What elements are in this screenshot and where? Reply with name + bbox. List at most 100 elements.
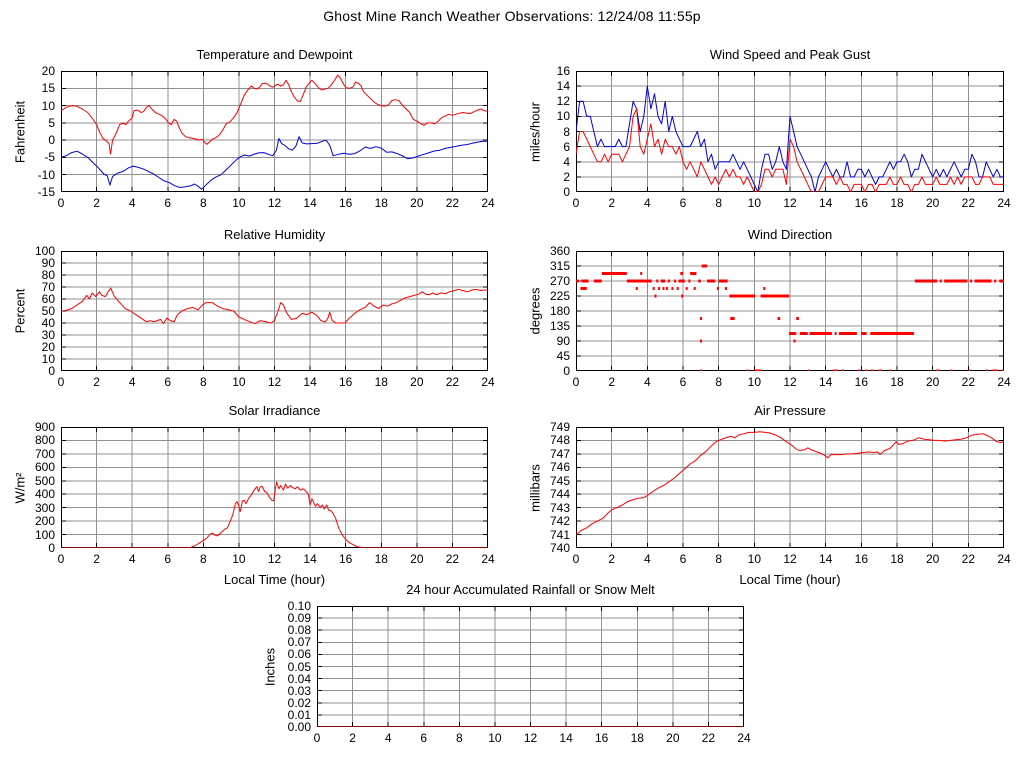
chart-temperature-dewpoint: Temperature and Dewpoint Fahrenheit 20 15… bbox=[13, 47, 495, 210]
plot-area bbox=[575, 70, 1005, 193]
plot-canvas bbox=[575, 426, 1005, 549]
chart-wind-speed-gust: Wind Speed and Peak Gust miles/hour 16 14… bbox=[528, 47, 1011, 210]
y-tick-label: 741 bbox=[549, 527, 570, 542]
y-tick-label: -10 bbox=[37, 167, 55, 182]
page-title: Ghost Mine Ranch Weather Observations: 1… bbox=[323, 8, 701, 24]
x-tick-label: 18 bbox=[630, 731, 644, 745]
x-tick-label: 14 bbox=[818, 375, 833, 389]
x-tick-label: 6 bbox=[164, 375, 172, 389]
x-tick-label: 6 bbox=[679, 552, 687, 566]
x-tick-label: 24 bbox=[481, 196, 495, 210]
y-tick-label: 800 bbox=[34, 433, 55, 448]
x-tick-label: 6 bbox=[420, 731, 428, 745]
x-tick-label: 6 bbox=[679, 196, 687, 210]
y-tick-label: 70 bbox=[41, 280, 55, 294]
x-tick-label: 16 bbox=[594, 731, 609, 745]
x-tick-label: 6 bbox=[679, 375, 687, 389]
y-tick-label: 0.05 bbox=[287, 659, 311, 674]
chart-title: Wind Direction bbox=[747, 227, 833, 242]
y-tick-label: 740 bbox=[549, 541, 570, 555]
y-tick-label: 600 bbox=[34, 460, 55, 475]
x-tick-label: 10 bbox=[232, 552, 246, 566]
y-tick-label: 10 bbox=[41, 352, 55, 366]
x-tick-label: 8 bbox=[715, 196, 722, 210]
x-tick-label: 4 bbox=[128, 375, 136, 389]
y-tick-label: 500 bbox=[34, 473, 55, 488]
x-tick-label: 20 bbox=[666, 731, 680, 745]
y-tick-label: 0.03 bbox=[287, 683, 311, 698]
y-tick-label: 80 bbox=[41, 268, 55, 282]
x-tick-label: 10 bbox=[747, 196, 761, 210]
x-tick-label: 18 bbox=[890, 552, 904, 566]
x-tick-label: 2 bbox=[93, 196, 100, 210]
chart-solar-irradiance: Solar Irradiance W/m² Local Time (hour) … bbox=[13, 403, 495, 587]
y-tick-label: 5 bbox=[48, 115, 55, 130]
x-tick-label: 24 bbox=[997, 552, 1011, 566]
x-tick-label: 20 bbox=[925, 375, 940, 389]
x-tick-label: 0 bbox=[572, 375, 580, 389]
chart-relative-humidity: Relative Humidity Percent 100 90 80 70 60 50 4… bbox=[13, 227, 495, 389]
y-tick-label: 360 bbox=[549, 244, 570, 258]
chart-title: Temperature and Dewpoint bbox=[196, 47, 353, 62]
y-tick-label: 0 bbox=[563, 364, 570, 378]
x-tick-label: 22 bbox=[445, 552, 460, 566]
y-tick-label: 0.10 bbox=[287, 599, 311, 613]
x-tick-label: 0 bbox=[57, 196, 65, 210]
y-tick-label: 40 bbox=[41, 316, 55, 330]
x-tick-label: 4 bbox=[643, 196, 651, 210]
x-tick-label: 0 bbox=[57, 375, 65, 389]
x-tick-label: 2 bbox=[608, 552, 615, 566]
x-tick-label: 10 bbox=[747, 552, 761, 566]
x-tick-label: 12 bbox=[523, 731, 538, 745]
x-tick-label: 8 bbox=[455, 731, 463, 745]
x-tick-label: 14 bbox=[559, 731, 573, 745]
x-tick-label: 22 bbox=[961, 552, 975, 566]
y-tick-label: 270 bbox=[549, 274, 570, 288]
x-tick-label: 12 bbox=[267, 375, 282, 389]
x-tick-label: 14 bbox=[303, 552, 317, 566]
y-tick-label: 180 bbox=[549, 304, 570, 318]
x-tick-label: 16 bbox=[338, 196, 353, 210]
x-tick-label: 20 bbox=[925, 552, 940, 566]
y-tick-label: 0 bbox=[48, 133, 55, 148]
x-tick-label: 12 bbox=[267, 196, 282, 210]
x-tick-label: 8 bbox=[199, 552, 207, 566]
plot-canvas bbox=[575, 250, 1005, 373]
plot-canvas bbox=[60, 426, 489, 549]
y-tick-label: 746 bbox=[549, 460, 570, 475]
chart-title: Wind Speed and Peak Gust bbox=[709, 47, 871, 62]
plot-canvas bbox=[60, 250, 489, 372]
plot-canvas bbox=[60, 70, 489, 193]
x-tick-label: 22 bbox=[961, 196, 975, 210]
x-tick-label: 10 bbox=[232, 375, 246, 389]
y-tick-label: 90 bbox=[41, 256, 55, 270]
x-tick-label: 14 bbox=[818, 196, 833, 210]
y-tick-label: 20 bbox=[41, 64, 55, 78]
x-tick-label: 0 bbox=[572, 196, 580, 210]
y-tick-label: 90 bbox=[556, 334, 570, 348]
y-tick-label: 6 bbox=[563, 139, 570, 154]
y-tick-label: 700 bbox=[34, 446, 55, 461]
chart-title: Air Pressure bbox=[754, 403, 826, 418]
y-tick-label: 0 bbox=[48, 364, 55, 378]
y-tick-label: 0 bbox=[48, 541, 55, 555]
plot-canvas bbox=[316, 605, 745, 728]
x-tick-label: 16 bbox=[854, 375, 868, 389]
chart-rainfall: 24 hour Accumulated Rainfall or Snow Mel… bbox=[263, 582, 751, 745]
y-tick-label: 10 bbox=[556, 109, 570, 124]
y-tick-label: 0.00 bbox=[287, 720, 311, 734]
y-tick-label: 20 bbox=[41, 340, 55, 354]
chart-title: 24 hour Accumulated Rainfall or Snow Mel… bbox=[406, 582, 655, 597]
x-tick-label: 18 bbox=[374, 196, 388, 210]
plot-area bbox=[60, 426, 489, 549]
y-tick-label: 4 bbox=[563, 154, 570, 169]
x-tick-label: 12 bbox=[267, 552, 282, 566]
y-tick-label: 0.04 bbox=[287, 671, 311, 686]
x-axis-label: Local Time (hour) bbox=[739, 572, 841, 587]
y-tick-label: 0.09 bbox=[287, 611, 311, 626]
y-tick-label: 400 bbox=[34, 487, 55, 502]
y-tick-label: 200 bbox=[34, 514, 55, 529]
x-tick-label: 20 bbox=[410, 375, 424, 389]
y-tick-label: 225 bbox=[549, 289, 570, 303]
